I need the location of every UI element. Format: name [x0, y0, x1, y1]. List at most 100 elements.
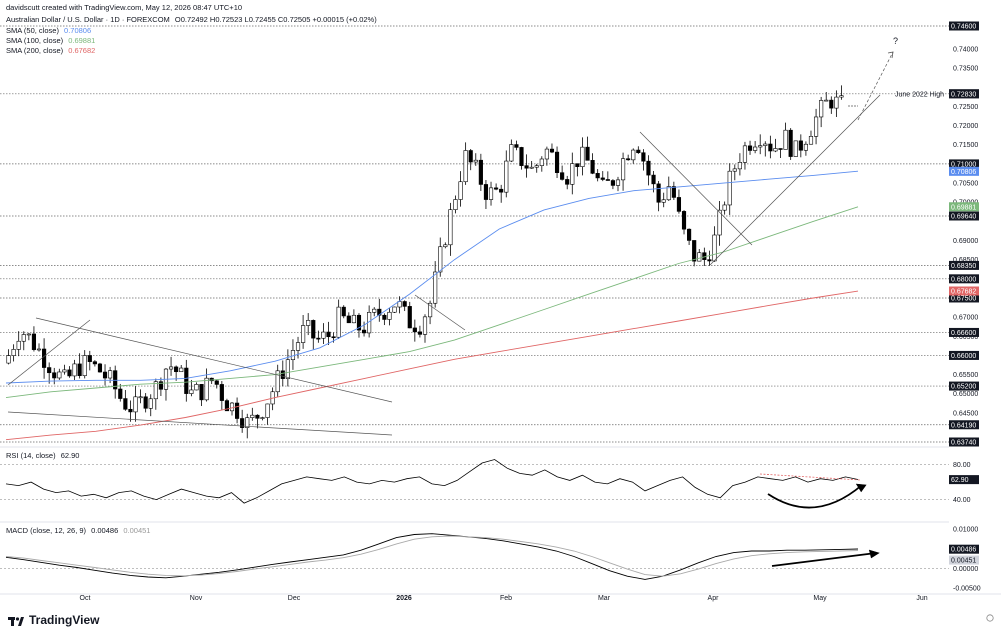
- candle-body: [808, 136, 814, 145]
- candle-body: [803, 143, 808, 151]
- price-label-highlight: 0.67682: [951, 288, 976, 295]
- candle-body: [57, 371, 62, 379]
- price-label-box-highlight: [949, 166, 979, 176]
- sma-line: [5, 290, 859, 441]
- candle-body: [453, 199, 458, 210]
- candle-body: [412, 327, 417, 333]
- attribution-text: davidscutt created with TradingView.com,…: [6, 3, 243, 12]
- sma200-legend[interactable]: SMA (200, close) 0.67682: [6, 46, 95, 55]
- price-label-box-level: [949, 420, 979, 430]
- candle-body: [280, 370, 285, 379]
- candle-body: [524, 165, 529, 169]
- sma-line: [5, 206, 859, 399]
- time-axis-label: Jun: [916, 595, 927, 602]
- candle-body: [737, 162, 742, 170]
- tradingview-logo[interactable]: TradingView: [8, 613, 99, 627]
- candle-body: [646, 160, 651, 176]
- price-label-box-level: [949, 381, 979, 391]
- price-label-level: 0.71000: [951, 161, 976, 168]
- candle-body: [21, 334, 26, 342]
- candle-body: [829, 99, 834, 109]
- macd-axis-tick: 0.00000: [953, 566, 978, 573]
- candle-body: [148, 398, 153, 409]
- rsi-label: RSI (14, close): [6, 451, 56, 460]
- candle-body: [631, 149, 636, 161]
- trend-line: [7, 411, 393, 436]
- candle-body: [641, 152, 646, 162]
- price-axis-tick: 0.73500: [953, 66, 978, 73]
- candle-body: [798, 140, 803, 151]
- candle-body: [108, 370, 113, 379]
- candle-body: [174, 366, 179, 373]
- candle-body: [539, 158, 544, 166]
- candle-body: [11, 349, 16, 356]
- candle-body: [468, 150, 473, 163]
- candle-body: [651, 174, 656, 185]
- candle-body: [326, 331, 331, 338]
- candle-body: [143, 396, 148, 409]
- candle-body: [331, 336, 336, 339]
- candle-body: [153, 381, 158, 400]
- price-label-box-level: [949, 274, 979, 284]
- candle-body: [407, 306, 412, 329]
- candle-body: [753, 146, 758, 151]
- price-label-level: 0.68350: [951, 263, 976, 270]
- trend-line: [414, 294, 466, 331]
- candle-body: [788, 129, 793, 157]
- candle-body: [514, 144, 519, 148]
- price-label-level: 0.68000: [951, 276, 976, 283]
- time-axis-label: Oct: [80, 595, 91, 602]
- candle-body: [184, 367, 189, 394]
- rsi-curve-arrowhead: [855, 483, 867, 493]
- candle-body: [67, 369, 72, 377]
- candle-body: [255, 414, 260, 419]
- rsi-curve-annotation: [767, 484, 863, 509]
- candle-body: [813, 116, 819, 137]
- price-label-level: 0.65200: [951, 384, 976, 391]
- time-axis-label: May: [813, 595, 827, 602]
- symbol-title: Australian Dollar / U.S. Dollar · 1D · F…: [6, 15, 170, 24]
- candle-body: [717, 209, 722, 236]
- candle-body: [158, 381, 163, 390]
- candle-body: [483, 184, 489, 200]
- macd-legend[interactable]: MACD (close, 12, 26, 9) 0.00486 0.00451: [6, 526, 150, 535]
- sma200-label: SMA (200, close): [6, 46, 64, 55]
- sma50-legend[interactable]: SMA (50, close) 0.70806: [6, 26, 91, 35]
- candle-body: [113, 370, 118, 390]
- candle-body: [463, 150, 468, 183]
- candle-body: [499, 188, 504, 193]
- candle-body: [544, 148, 549, 160]
- candle-body: [168, 366, 174, 370]
- candle-body: [102, 371, 108, 379]
- candle-body: [600, 177, 605, 180]
- candle-body: [758, 145, 763, 148]
- candle-body: [595, 173, 600, 179]
- signal-value-box: [949, 555, 979, 565]
- candle-body: [47, 367, 52, 374]
- macd-axis-tick: 0.01000: [953, 526, 978, 533]
- trend-line: [639, 131, 753, 246]
- tradingview-logo-icon: [8, 614, 24, 626]
- candle-body: [697, 252, 702, 262]
- candle-body: [529, 166, 534, 169]
- trend-line: [709, 94, 881, 266]
- candle-body: [336, 306, 341, 338]
- symbol-ohlc-line: Australian Dollar / U.S. Dollar · 1D · F…: [6, 15, 377, 24]
- macd-value-2: 0.00451: [123, 526, 151, 535]
- rsi-legend[interactable]: RSI (14, close) 62.90: [6, 451, 79, 460]
- macd-value-box: [949, 544, 979, 554]
- candle-body: [16, 340, 21, 350]
- candle-body: [92, 361, 97, 365]
- candle-body: [585, 146, 590, 161]
- candle-body: [316, 337, 321, 340]
- candle-body: [285, 359, 290, 379]
- candle-body: [118, 388, 123, 399]
- candle-body: [676, 197, 682, 212]
- candle-body: [351, 314, 356, 324]
- sma100-legend[interactable]: SMA (100, close) 0.69881: [6, 36, 95, 45]
- candle-body: [204, 377, 209, 401]
- macd-value-label: 0.00486: [951, 547, 976, 554]
- candle-body: [534, 165, 539, 168]
- rsi-axis-tick: 40.00: [953, 497, 971, 504]
